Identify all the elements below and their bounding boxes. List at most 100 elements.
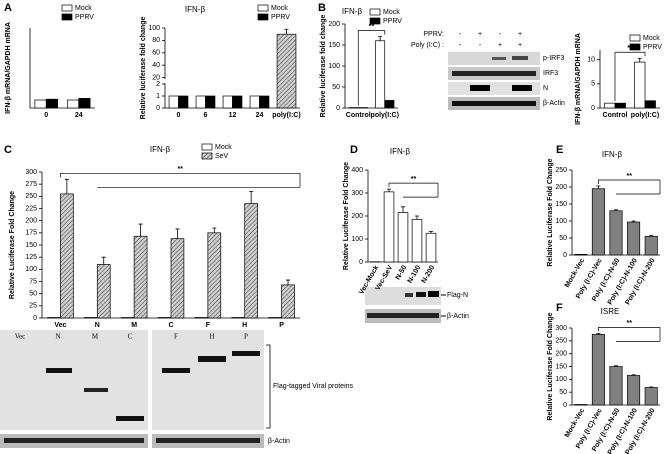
bar [425,232,437,263]
bar [195,95,206,109]
blot-row-label: N [543,85,548,92]
y-axis-label: Relative luciferase fold change [140,17,147,120]
y-tick-label: 150 [555,363,567,370]
x-tick-label: Vec [54,322,66,329]
error-bar [249,191,254,204]
y-tick-label: 50 [559,235,567,242]
blot-label: Flag-tagged Viral proteins [273,383,354,390]
error-bar [596,185,601,189]
y-tick-label: 200 [328,21,340,28]
y-axis-label: Relative Luciferase Fold Change [547,158,554,266]
annotation: ** [626,320,632,327]
y-tick-label: 275 [25,181,37,188]
bar [178,95,189,109]
error-bar [649,234,654,237]
panel-letter: A [4,2,12,14]
bar [634,61,646,109]
blot-sign: - [499,31,502,38]
chart: 0 5 10 IFN-β mRNA/GAPDH mRNA Control poly(I:C… [575,33,662,125]
error-bar [631,374,636,376]
error-bar [637,57,642,63]
blot-label: β-Actin [268,438,290,445]
legend-label: PPRV [271,14,290,21]
legend-swatch [201,143,213,151]
y-tick-label: 200 [25,218,37,225]
legend-swatch [369,17,381,25]
y-tick-label: 300 [25,169,37,176]
bar [411,219,423,263]
x-tick-label: 6 [204,112,208,119]
x-tick-label: F [206,322,211,329]
error-bar [429,231,433,234]
significance-bracket [60,172,300,178]
bar [207,232,222,319]
y-tick-label: 0 [156,105,160,112]
chart: 0 25 50 75 100 125 150 175 200 225 250 275 300 Relati… [9,143,301,329]
bar [627,375,641,406]
y-tick-label: 200 [555,184,567,191]
panel-letter: F [556,302,563,314]
blot-sign: + [498,42,502,49]
y-tick-label: 250 [555,338,567,345]
y-tick-label: 0 [563,252,567,259]
chart-title: IFN-β [390,147,411,156]
chart-title: ISRE [601,307,620,316]
blot-sign: - [459,42,462,49]
blot-sign: - [459,31,462,38]
legend-label: SeV [215,153,229,160]
legend-label: Mock [215,144,232,151]
y-tick-label: 100 [351,236,363,243]
y-tick-label: 100 [148,25,160,32]
blot-row-label: IRF3 [543,70,558,77]
bar [67,99,80,109]
blot-sign: + [478,31,482,38]
error-bar [649,386,654,388]
legend-label: PPRV [383,18,402,25]
significance-bracket [614,51,646,102]
blot-sign: - [479,42,482,49]
y-tick-label: 50 [559,389,567,396]
annotation: ** [626,173,632,180]
legend-swatch [201,152,213,160]
annotation: ** [411,176,417,183]
chart-title: IFN-β [342,7,363,16]
error-bar [614,209,618,211]
chart-title: IFN-β [602,150,623,159]
legend-swatch [629,34,641,42]
y-tick-label: 10 [587,57,595,64]
y-tick-label: 75 [29,278,37,285]
error-bar [101,256,106,265]
error-bar [378,36,383,41]
x-tick-label: poly(I:C) [272,112,300,119]
bar [78,98,91,109]
y-tick-label: 0 [359,259,363,266]
legend-label: Mock [643,35,660,42]
bar [644,235,658,256]
bar [591,334,605,406]
y-tick-label: 5 [591,81,595,88]
chart: IFN-β mRNA/GAPDH mRNA 0 24 Mock PPRV [5,4,95,119]
error-bar [212,227,217,233]
legend-label: Mock [75,5,92,12]
chart-title: IFN-β [150,145,171,154]
legend-swatch [61,13,73,21]
blot-lane-label: C [128,333,133,341]
bar [244,203,258,319]
bar [170,238,185,319]
bar [644,387,658,406]
annotation: ** [369,23,375,30]
bar [96,264,111,319]
bar [574,404,588,406]
bar [205,95,216,109]
legend-swatch [629,43,641,51]
x-tick-label: P [279,322,284,329]
y-tick-label: 25 [29,303,37,310]
y-tick-label: 0 [33,315,37,322]
significance-bracket [388,182,438,188]
y-tick-label: 250 [25,193,37,200]
